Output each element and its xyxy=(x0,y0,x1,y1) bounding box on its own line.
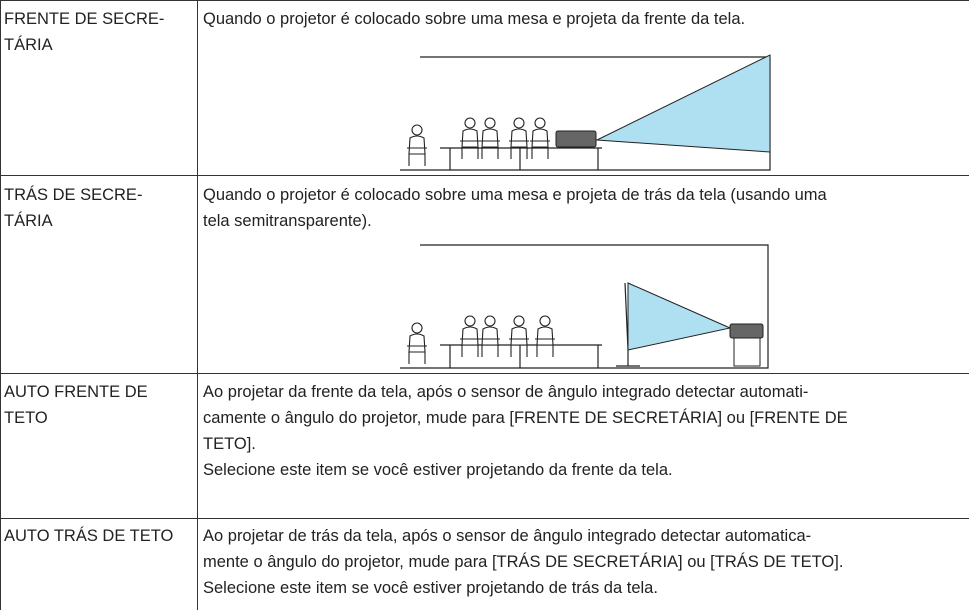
row-description: Ao projetar da frente da tela, após o se… xyxy=(203,383,808,401)
illustration-front-desk xyxy=(400,54,771,171)
row-description: Selecione este item se você estiver proj… xyxy=(203,461,673,479)
row-label: FRENTE DE SECRE- xyxy=(4,10,164,28)
row-description: camente o ângulo do projetor, mude para … xyxy=(203,408,848,427)
row-description: Selecione este item se você estiver proj… xyxy=(203,579,658,597)
row-label: AUTO FRENTE DE xyxy=(4,383,148,401)
row-description: TETO]. xyxy=(203,435,256,453)
row-label: TÁRIA xyxy=(4,35,53,54)
table-text: FRENTE DE SECRE- TÁRIA Quando o projetor é… xyxy=(4,10,848,597)
row-label: TETO xyxy=(4,409,48,427)
row-label: TRÁS DE SECRE- xyxy=(4,185,142,204)
row-description: Ao projetar de trás da tela, após o sens… xyxy=(203,527,811,545)
row-label: AUTO TRÁS DE TETO xyxy=(4,526,173,545)
row-description: mente o ângulo do projetor, mude para [T… xyxy=(203,552,843,571)
row-description: tela semitransparente). xyxy=(203,212,372,230)
row-label: TÁRIA xyxy=(4,211,53,230)
row-description: Quando o projetor é colocado sobre uma m… xyxy=(203,10,745,28)
row-description: Quando o projetor é colocado sobre uma m… xyxy=(203,186,828,204)
illustration-rear-desk xyxy=(400,244,769,369)
